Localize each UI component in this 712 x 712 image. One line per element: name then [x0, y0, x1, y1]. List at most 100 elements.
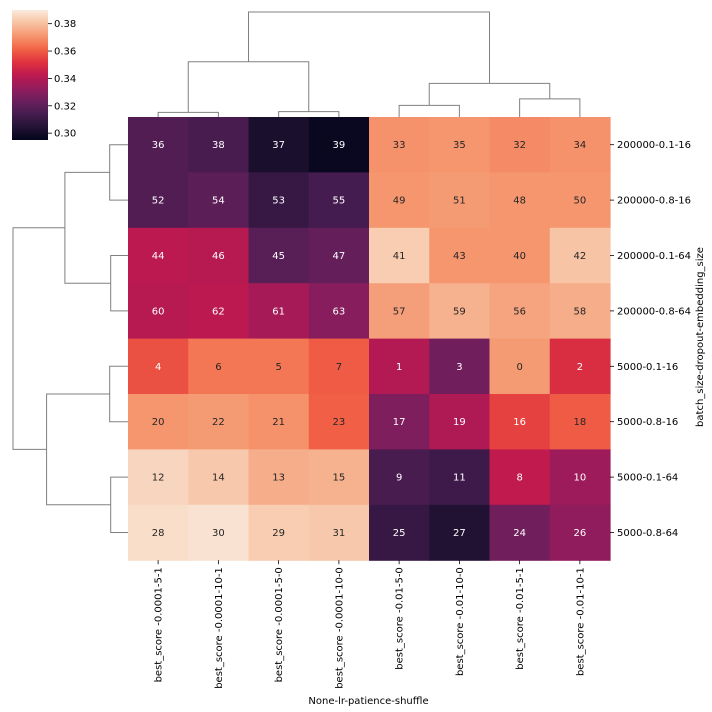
- heatmap-cell: [188, 117, 250, 173]
- heatmap-cell: [369, 117, 430, 173]
- cell-annotation: 9: [396, 473, 402, 484]
- heatmap-cell: [369, 283, 430, 340]
- cell-annotation: 17: [393, 417, 406, 428]
- row-tick-labels: 200000-0.1-16 200000-0.8-16 200000-0.1-64 2…: [610, 140, 691, 539]
- row-dendrogram: [12, 144, 128, 533]
- cell-annotation: 51: [453, 196, 466, 207]
- heatmap-cell: [188, 172, 250, 229]
- cell-annotation: 6: [215, 362, 221, 373]
- cell-annotation: 55: [333, 196, 346, 207]
- heatmap-cell: [128, 504, 189, 561]
- dendrogram-link: [428, 82, 551, 106]
- heatmap-cell: [308, 117, 370, 173]
- cell-annotation: 33: [393, 140, 406, 151]
- dendrogram-link: [519, 98, 581, 117]
- heatmap-cell: [188, 227, 250, 284]
- cell-annotation: 53: [272, 196, 285, 207]
- row-tick-label: 200000-0.8-16: [617, 196, 691, 207]
- cell-annotation: 42: [574, 251, 587, 262]
- column-tick-label: best_score -0.0001-5-0: [274, 567, 285, 682]
- heatmap-cell: [369, 227, 430, 284]
- cell-annotation: 38: [212, 140, 225, 151]
- cell-annotation: 4: [155, 362, 161, 373]
- heatmap-cell: [308, 449, 370, 506]
- heatmap-cell: [188, 394, 250, 450]
- heatmap-cell: [248, 449, 310, 506]
- heatmap-cell: [549, 227, 611, 284]
- cell-annotation: 8: [516, 473, 522, 484]
- row-tick-label: 200000-0.1-16: [617, 140, 691, 151]
- cell-annotation: 57: [393, 306, 406, 317]
- y-axis-label: batch_size-dropout-embedding_size: [695, 247, 706, 427]
- dendrogram-link: [157, 111, 219, 117]
- column-dendrogram: [157, 11, 581, 117]
- heatmap-cell: [429, 394, 491, 450]
- heatmap-cell: [549, 283, 611, 340]
- heatmap-cell: [248, 227, 310, 284]
- cell-annotation: 11: [453, 473, 466, 484]
- cell-annotation: 18: [574, 417, 587, 428]
- column-tick-label: best_score -0.01-5-1: [515, 567, 526, 670]
- heatmap-cell: [489, 172, 551, 229]
- heatmap-cell: [128, 172, 189, 229]
- heatmap-cell: [489, 394, 551, 450]
- heatmap-cell: [429, 283, 491, 340]
- heatmap-cell: [549, 449, 611, 506]
- cell-annotation: 23: [333, 417, 346, 428]
- cell-annotation: 2: [577, 362, 583, 373]
- heatmap-cell: [429, 338, 491, 395]
- heatmap-cell: [369, 504, 430, 561]
- column-tick-label: best_score -0.0001-10-1: [214, 567, 225, 689]
- cell-annotation: 20: [152, 417, 165, 428]
- cell-annotation: 26: [574, 528, 587, 539]
- cell-annotation: 37: [272, 140, 285, 151]
- cell-annotation: 10: [574, 473, 587, 484]
- heatmap-cell: [308, 283, 370, 340]
- colorbar-tick-label: 0.36: [54, 47, 76, 58]
- dendrogram-link: [64, 171, 111, 284]
- colorbar-tick-label: 0.38: [54, 19, 76, 30]
- heatmap-cell: [489, 227, 551, 284]
- cell-annotation: 15: [333, 473, 346, 484]
- cell-annotation: 54: [212, 196, 225, 207]
- cell-annotation: 24: [513, 528, 526, 539]
- cell-annotation: 14: [212, 473, 225, 484]
- heatmap-cell: [429, 117, 491, 173]
- heatmap-cell: [248, 283, 310, 340]
- heatmap-cell: [308, 394, 370, 450]
- cell-annotation: 60: [152, 306, 165, 317]
- heatmap-cell: [248, 117, 310, 173]
- dendrogram-link: [278, 111, 340, 117]
- cell-annotation: 25: [393, 528, 406, 539]
- heatmap-cell: [549, 394, 611, 450]
- cell-annotation: 34: [574, 140, 587, 151]
- cell-annotation: 48: [513, 196, 526, 207]
- cell-annotation: 46: [212, 251, 225, 262]
- column-tick-label: best_score -0.01-10-0: [455, 567, 466, 676]
- heatmap-cell: [248, 504, 310, 561]
- dendrogram-link: [248, 11, 490, 84]
- dendrogram-link: [12, 227, 65, 450]
- column-tick-label: best_score -0.0001-10-0: [334, 567, 345, 689]
- colorbar-ticks: 0.30 0.32 0.34 0.36 0.38: [48, 19, 76, 140]
- cell-annotation: 49: [393, 196, 406, 207]
- cell-annotation: 62: [212, 306, 225, 317]
- cell-annotation: 28: [152, 528, 165, 539]
- heatmap-cell: [188, 283, 250, 340]
- heatmap-cell: [549, 338, 611, 395]
- cell-annotation: 7: [336, 362, 342, 373]
- heatmap-cell: [128, 283, 189, 340]
- cell-annotation: 44: [152, 251, 165, 262]
- heatmap-cell: [248, 394, 310, 450]
- cell-annotation: 22: [212, 417, 225, 428]
- cell-annotation: 3: [456, 362, 462, 373]
- heatmap-cell: [128, 449, 189, 506]
- dendrogram-link: [398, 104, 460, 117]
- dendrogram-link: [109, 144, 128, 201]
- heatmap-cell: [369, 449, 430, 506]
- cell-annotation: 0: [516, 362, 522, 373]
- heatmap-cell: [188, 449, 250, 506]
- column-tick-label: best_score -0.0001-5-1: [154, 567, 165, 682]
- cell-annotation: 35: [453, 140, 466, 151]
